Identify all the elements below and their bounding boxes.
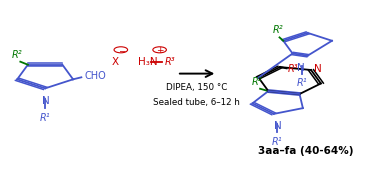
Text: CHO: CHO: [84, 71, 106, 81]
Text: R³: R³: [164, 57, 175, 67]
Text: R²: R²: [273, 25, 284, 35]
Text: N: N: [314, 64, 322, 74]
Text: R¹: R¹: [271, 137, 282, 147]
Text: +: +: [156, 46, 163, 55]
Text: Sealed tube, 6–12 h: Sealed tube, 6–12 h: [153, 98, 240, 107]
Text: N: N: [42, 96, 50, 106]
Text: N: N: [297, 63, 305, 73]
Text: R³: R³: [288, 64, 299, 74]
Text: H₃N: H₃N: [138, 57, 158, 67]
Text: X: X: [112, 57, 119, 67]
Text: R²: R²: [252, 77, 262, 87]
Text: −: −: [118, 46, 125, 55]
Text: R¹: R¹: [297, 78, 307, 88]
Text: DIPEA, 150 °C: DIPEA, 150 °C: [166, 83, 227, 92]
Text: R²: R²: [11, 50, 22, 60]
Text: R¹: R¹: [40, 113, 50, 123]
Text: 3aa–fa (40-64%): 3aa–fa (40-64%): [258, 146, 353, 156]
Text: N: N: [274, 122, 281, 131]
